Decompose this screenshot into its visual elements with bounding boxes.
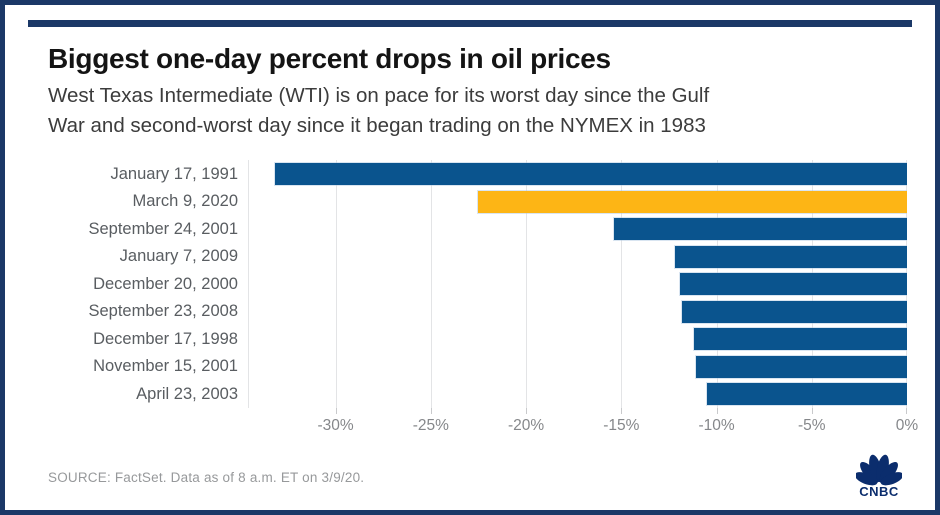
subtitle-line-1: West Texas Intermediate (WTI) is on pace…	[48, 84, 710, 107]
category-label: April 23, 2003	[136, 384, 238, 403]
bar	[674, 245, 907, 268]
cnbc-logo-text: CNBC	[859, 483, 899, 499]
chart-subtitle: West Texas Intermediate (WTI) is on pace…	[48, 81, 895, 140]
axis-tick-mark	[811, 407, 813, 414]
gridline	[526, 160, 528, 408]
gridline	[335, 160, 337, 408]
source-note: SOURCE: FactSet. Data as of 8 a.m. ET on…	[48, 469, 365, 485]
gridline	[621, 160, 623, 408]
category-label: November 15, 2001	[93, 357, 238, 376]
bar-chart: January 17, 1991 March 9, 2020 September…	[5, 160, 907, 408]
category-label: December 20, 2000	[93, 274, 238, 293]
axis-tick-label: -30%	[317, 416, 354, 434]
gridline	[248, 160, 249, 408]
value-axis: -30% -25% -20% -15% -10% -5% 0%	[248, 407, 918, 442]
plot-area	[248, 160, 907, 408]
bar	[707, 383, 907, 406]
axis-tick-label: -15%	[603, 416, 640, 434]
category-label: December 17, 1998	[93, 329, 238, 348]
category-label: March 9, 2020	[132, 192, 238, 211]
axis-tick-label: -25%	[412, 416, 449, 434]
category-label: September 23, 2008	[88, 302, 238, 321]
axis-tick-label: -20%	[507, 416, 545, 434]
peacock-icon	[856, 454, 902, 486]
bar	[478, 190, 907, 213]
category-label: January 17, 1991	[110, 164, 238, 183]
axis-tick-mark	[906, 407, 907, 414]
axis-tick-label: -10%	[698, 416, 735, 434]
accent-rule	[28, 20, 912, 27]
subtitle-line-2: War and second-worst day since it began …	[48, 113, 706, 137]
axis-tick-label: 0%	[895, 416, 919, 434]
axis-tick-mark	[430, 407, 432, 414]
bar	[693, 328, 907, 351]
axis-tick-mark	[526, 407, 528, 414]
axis-tick-label: -5%	[797, 416, 826, 434]
bar	[695, 355, 907, 378]
gridline	[430, 160, 432, 408]
category-label: September 24, 2001	[88, 219, 238, 238]
footer: SOURCE: FactSet. Data as of 8 a.m. ET on…	[48, 452, 907, 499]
bar	[682, 300, 907, 323]
bar	[680, 273, 907, 296]
bar	[613, 218, 907, 241]
axis-tick-mark	[621, 407, 623, 414]
page-title: Biggest one-day percent drops in oil pri…	[48, 43, 611, 74]
category-axis: January 17, 1991 March 9, 2020 September…	[5, 160, 248, 408]
axis-tick-mark	[716, 407, 718, 414]
category-label: January 7, 2009	[119, 247, 238, 266]
axis-tick-mark	[335, 407, 337, 414]
bar	[274, 163, 907, 186]
cnbc-logo: CNBC	[851, 452, 907, 499]
